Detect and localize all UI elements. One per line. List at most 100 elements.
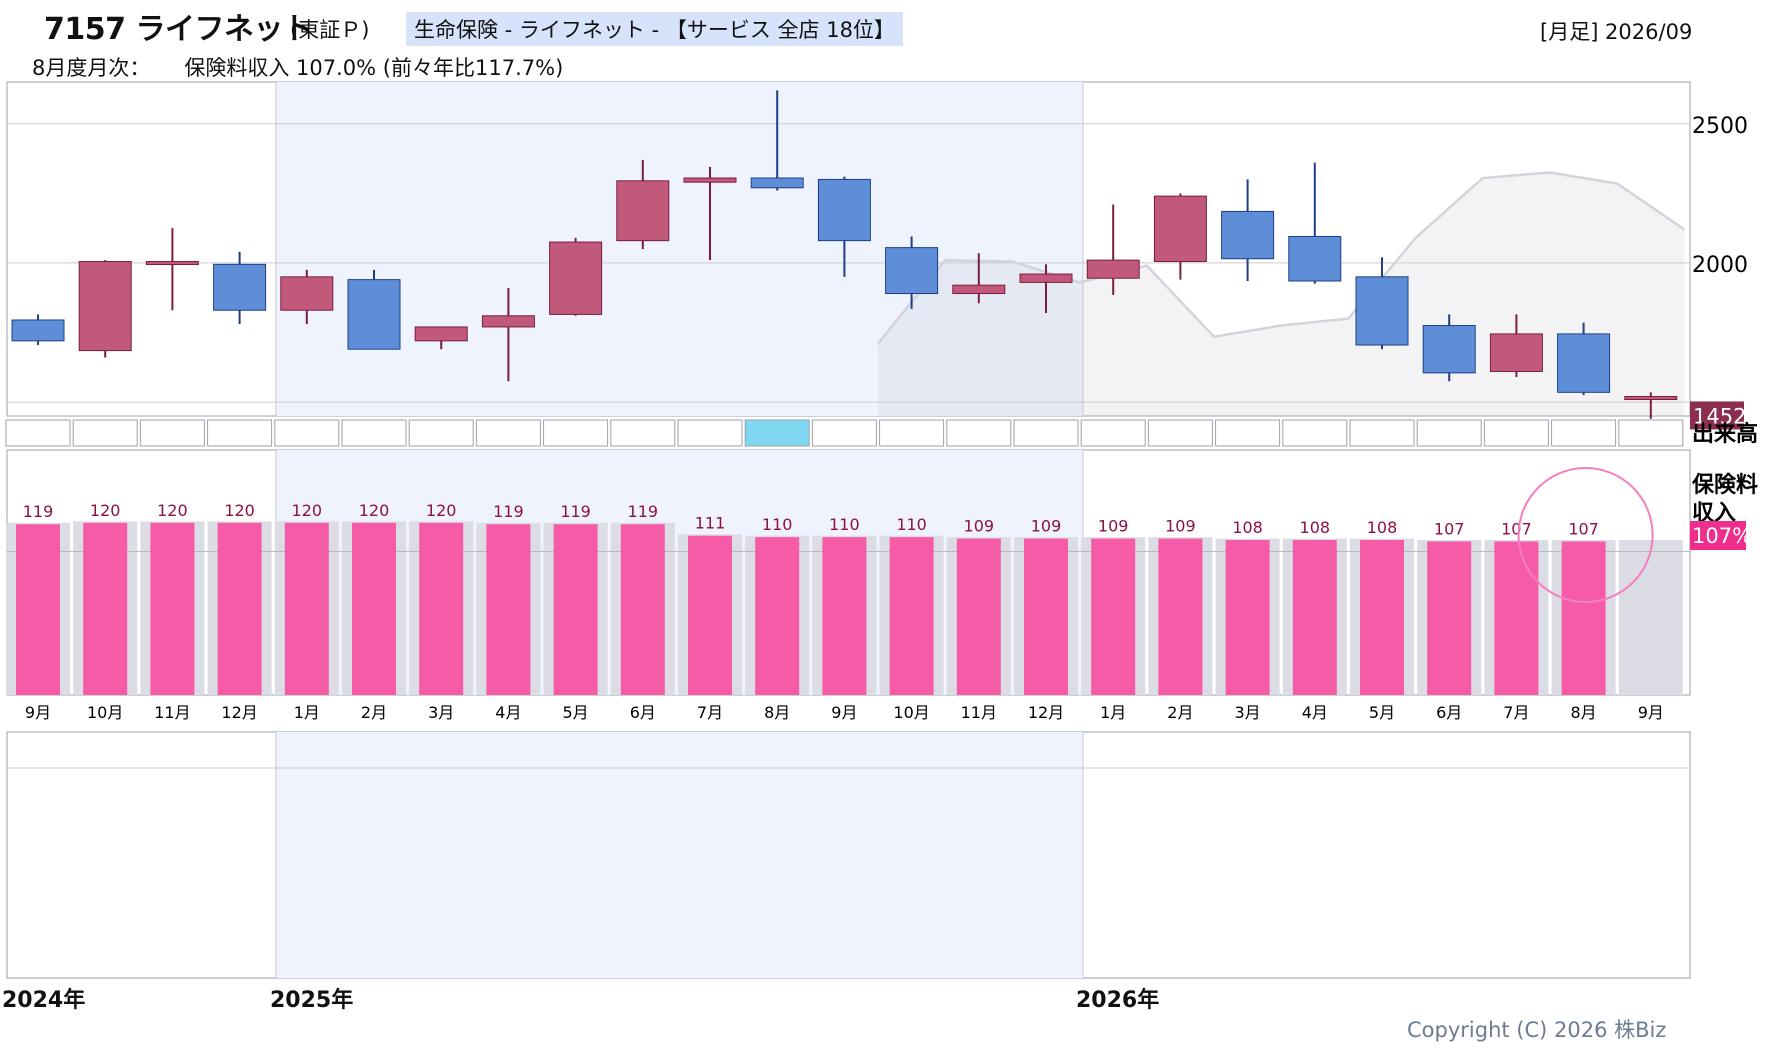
candle: [414, 326, 468, 350]
month-label: 9月: [25, 703, 51, 722]
revenue-bar: [688, 535, 732, 695]
candle-body: [11, 319, 65, 342]
revenue-value-label: 109: [1031, 517, 1062, 536]
candle-body: [1221, 210, 1275, 260]
revenue-value-label: 110: [896, 515, 927, 534]
volume-cell: [408, 419, 474, 447]
revenue-bar: [1494, 541, 1539, 695]
candle-body: [280, 276, 334, 311]
month-label: 3月: [1235, 703, 1261, 722]
month-label: 4月: [495, 703, 521, 722]
volume-cell: [1013, 419, 1079, 447]
revenue-current-box: [1690, 521, 1746, 550]
volume-cell: [1416, 419, 1482, 447]
price-tick-label: 2000: [1692, 253, 1748, 278]
revenue-bar: [1561, 541, 1606, 695]
revenue-value-label: 119: [23, 502, 54, 521]
month-label: 6月: [630, 703, 656, 722]
month-label: 11月: [961, 703, 997, 722]
revenue-bar: [217, 522, 262, 695]
month-label: 12月: [1028, 703, 1064, 722]
volume-cell: [341, 419, 407, 447]
price-shade: [276, 82, 1083, 416]
month-label: 12月: [221, 703, 257, 722]
revenue-value-label: 120: [224, 501, 255, 520]
revenue-value-label: 119: [628, 502, 659, 521]
stock-title: 7157 ライフネット: [44, 12, 313, 47]
candle-body: [1086, 259, 1140, 279]
year-label-2026: 2026年: [1076, 988, 1160, 1013]
volume-cell: [879, 419, 945, 447]
candle: [1557, 322, 1611, 396]
revenue-value-label: 107: [1501, 519, 1532, 538]
period-label: [月足] 2026/09: [1540, 20, 1693, 44]
candle-body: [1422, 325, 1476, 374]
candle: [1221, 179, 1275, 282]
volume-cell: [5, 419, 71, 447]
month-label: 9月: [831, 703, 857, 722]
copyright: Copyright (C) 2026 株Biz: [1407, 1018, 1667, 1042]
candle: [481, 287, 535, 382]
candle: [683, 166, 737, 261]
candle: [213, 251, 267, 325]
year-label-2024: 2024年: [2, 988, 86, 1013]
revenue-bar: [553, 524, 598, 695]
volume-cell: [139, 419, 205, 447]
volume-cell: [1147, 419, 1213, 447]
candle: [1624, 392, 1678, 419]
candle-body: [1624, 396, 1678, 401]
revenue-current-label: 107%: [1692, 524, 1752, 548]
revenue-value-label: 108: [1300, 518, 1331, 537]
industry-badge[interactable]: 生命保険 - ライフネット - 【サービス 全店 18位】: [406, 12, 903, 46]
revenue-bar: [620, 524, 665, 695]
month-label: 7月: [1503, 703, 1529, 722]
month-label: 8月: [1571, 703, 1597, 722]
candle: [952, 253, 1006, 304]
candle-body: [1557, 333, 1611, 393]
revenue-bar: [889, 537, 934, 695]
candle-body: [683, 177, 737, 183]
revenue-bar: [486, 524, 531, 695]
month-label: 8月: [764, 703, 790, 722]
month-label: 5月: [563, 703, 589, 722]
candle-body: [1489, 333, 1543, 372]
candle-body: [616, 180, 670, 242]
revenue-value-label: 120: [426, 501, 457, 520]
revenue-bar: [956, 538, 1001, 695]
revenue-value-label: 109: [964, 517, 995, 536]
month-label: 5月: [1369, 703, 1395, 722]
revenue-bar: [1024, 538, 1068, 695]
month-label: 2月: [1167, 703, 1193, 722]
monthly-value: 保険料収入 107.0% (前々年比117.7%): [184, 56, 564, 80]
month-label: 6月: [1436, 703, 1462, 722]
revenue-value-label: 107: [1568, 519, 1599, 538]
candle: [1489, 314, 1543, 378]
candle: [1086, 204, 1140, 295]
volume-cell: [207, 419, 273, 447]
volume-cell: [811, 419, 877, 447]
revenue-bar: [1158, 538, 1203, 695]
revenue-value-label: 119: [493, 502, 524, 521]
lower-shade: [276, 732, 1083, 978]
revenue-value-label: 111: [695, 514, 726, 533]
month-label: 2月: [361, 703, 387, 722]
revenue-value-label: 120: [292, 501, 323, 520]
candle: [11, 314, 65, 346]
revenue-value-label: 120: [359, 501, 390, 520]
revenue-value-label: 109: [1165, 517, 1196, 536]
volume-cell: [1215, 419, 1281, 447]
revenue-value-label: 119: [560, 502, 591, 521]
monthly-report: 8月度月次： 保険料収入 107.0% (前々年比117.7%): [32, 52, 563, 82]
candle: [549, 237, 603, 316]
volume-cell: [610, 419, 676, 447]
revenue-bar: [419, 522, 464, 695]
revenue-bar: [1292, 540, 1337, 695]
revenue-bar: [16, 524, 60, 695]
moving-average-line: [877, 171, 1686, 345]
volume-cell: [274, 419, 340, 447]
volume-cell: [543, 419, 609, 447]
revenue-bar: [755, 537, 800, 695]
candle-body: [213, 263, 267, 311]
candle-body: [1288, 235, 1342, 282]
volume-cell: [1282, 419, 1348, 447]
